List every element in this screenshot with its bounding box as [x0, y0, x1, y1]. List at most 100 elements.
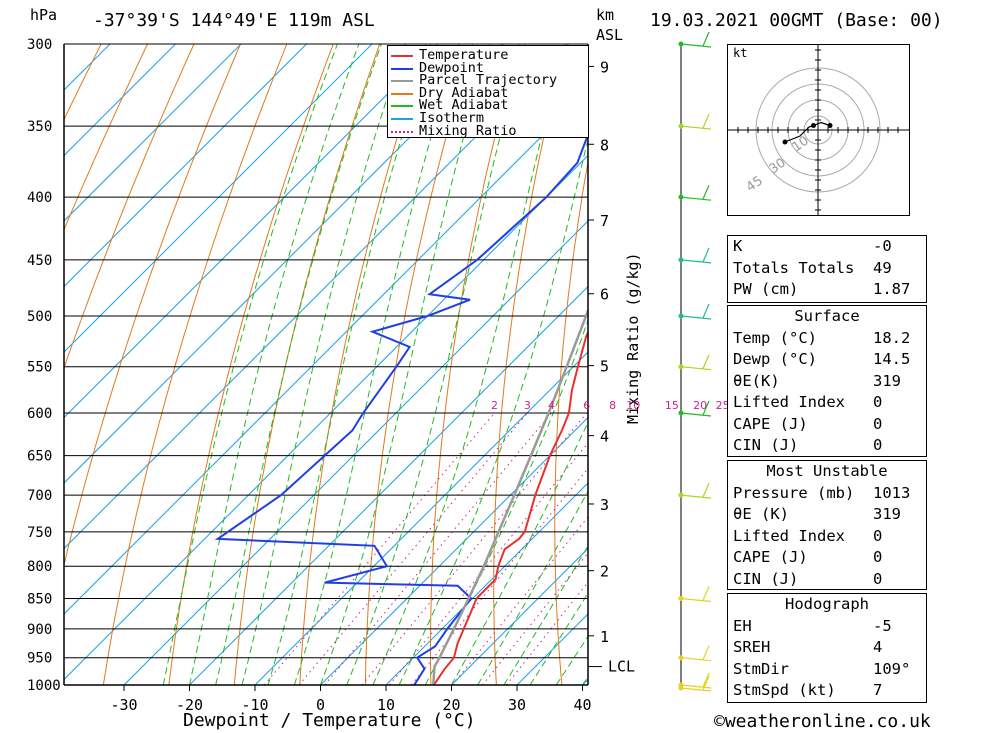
- copyright-footer: ©weatheronline.co.uk: [714, 711, 931, 732]
- temperature-tick-label: 0: [316, 696, 325, 714]
- index-row: SREH 4: [728, 637, 926, 659]
- index-value: 0: [873, 436, 883, 454]
- index-value: 0: [873, 414, 883, 433]
- pressure-tick-label: 700: [27, 488, 52, 504]
- x-axis-label: Dewpoint / Temperature (°C): [183, 710, 476, 731]
- mixing-ratio-label: 4: [548, 399, 555, 412]
- index-label: Dewp (°C): [733, 350, 817, 368]
- index-row: θE (K) 319: [728, 504, 926, 526]
- mixing-ratio-line: [505, 581, 588, 685]
- index-value: 18.2: [873, 328, 911, 347]
- table-title: Most Unstable: [766, 462, 888, 480]
- dry-adiabat-line: [430, 44, 520, 685]
- mixing-ratio-label: 25: [716, 399, 730, 412]
- pressure-units-label: hPa: [30, 6, 58, 24]
- mixing-ratio-axis-label: Mixing Ratio (g/kg): [624, 252, 642, 424]
- mixing-ratio-line: [451, 516, 588, 685]
- isotherm-line: [254, 351, 588, 685]
- index-label: SREH: [733, 638, 771, 656]
- isotherm-line: [64, 44, 504, 484]
- wind-barb: [680, 247, 712, 264]
- height-units-km: km: [596, 6, 615, 24]
- wet-adiabat-line: [162, 44, 338, 685]
- pressure-tick-label: 600: [27, 406, 52, 422]
- hodograph-point: [811, 123, 816, 128]
- wet-adiabat-line: [241, 44, 406, 685]
- location-title: -37°39'S 144°49'E 119m ASL: [93, 10, 375, 31]
- pressure-tick-label: 350: [27, 119, 52, 135]
- index-label: θE(K): [733, 371, 780, 390]
- height-tick-label: 4: [600, 428, 609, 446]
- index-row: CIN (J) 0: [728, 435, 926, 457]
- index-value: 4: [873, 638, 883, 656]
- height-units-asl: ASL: [596, 26, 624, 44]
- surface-table: Surface Temp (°C) 18.2 Dewp (°C) 14.5 θE(K) 31…: [727, 305, 927, 457]
- profile-parcel: [432, 307, 588, 685]
- wind-barb: [680, 354, 712, 371]
- height-tick-label: 2: [600, 563, 609, 581]
- mixing-ratio-line: [324, 412, 552, 685]
- indices-top-table: K -0 Totals Totals 49 PW (cm) 1.87: [727, 235, 927, 303]
- index-row: Pressure (mb) 1013: [728, 483, 926, 505]
- temperature-tick-label: 40: [573, 696, 591, 714]
- index-row: EH -5: [728, 616, 926, 638]
- isotherm-line: [320, 416, 588, 685]
- index-row: CAPE (J) 0: [728, 414, 926, 436]
- hodograph-table: Hodograph EH -5 SREH 4 StmDir 109° StmSpd (kt) 7: [727, 593, 927, 703]
- dry-adiabat-line: [168, 44, 334, 685]
- isotherm-line: [64, 44, 176, 157]
- wind-barb: [680, 400, 712, 417]
- isotherm-line: [385, 482, 588, 685]
- isotherm-line: [64, 44, 307, 288]
- index-row: θE(K) 319: [728, 371, 926, 393]
- mixing-ratio-label: 2: [491, 399, 498, 412]
- pressure-tick-label: 800: [27, 559, 52, 575]
- isotherm-line: [64, 44, 569, 550]
- profile-dewpoint: [214, 131, 588, 685]
- chart-legend: Temperature Dewpoint Parcel Trajectory Dry …: [387, 45, 589, 138]
- mixing-ratio-label: 10: [626, 399, 640, 412]
- hodograph-ring-label: 30: [767, 155, 789, 177]
- height-tick-label: 7: [600, 212, 609, 230]
- temperature-tick-label: 20: [442, 696, 460, 714]
- index-value: 7: [873, 681, 883, 699]
- wind-barb: [680, 645, 712, 662]
- height-tick-label: 9: [600, 58, 609, 76]
- index-row: Totals Totals 49: [728, 258, 926, 280]
- mixing-ratio-line: [361, 412, 588, 685]
- legend-item: Temperature: [388, 47, 588, 63]
- wet-adiabat-line: [293, 44, 460, 685]
- index-label: Pressure (mb): [733, 483, 855, 502]
- index-row: CAPE (J) 0: [728, 547, 926, 569]
- most-unstable-table: Most Unstable Pressure (mb) 1013 θE (K) 319 L…: [727, 460, 927, 590]
- mixing-ratio-label: 15: [665, 399, 679, 412]
- legend-label: Mixing Ratio: [419, 122, 517, 139]
- legend-label: Wet Adiabat: [419, 97, 509, 114]
- dry-adiabat-line: [671, 44, 705, 685]
- index-value: 14.5: [873, 350, 911, 368]
- pressure-tick-label: 500: [27, 309, 52, 325]
- legend-item: Dewpoint: [388, 61, 588, 75]
- index-value: 1.87: [873, 280, 911, 298]
- index-row: StmSpd (kt) 7: [728, 680, 926, 702]
- index-row: StmDir 109°: [728, 659, 926, 681]
- hodograph-ring-label: 45: [744, 173, 766, 195]
- legend-label: Temperature: [419, 47, 509, 63]
- index-label: StmSpd (kt): [733, 681, 836, 699]
- legend-swatch: [391, 80, 413, 83]
- index-row: K -0: [728, 236, 926, 258]
- wet-adiabat-line: [372, 44, 566, 685]
- legend-label: Dry Adiabat: [419, 84, 509, 101]
- wind-barb: [680, 184, 712, 201]
- index-label: Temp (°C): [733, 328, 817, 347]
- wet-adiabat-line: [529, 592, 588, 685]
- index-value: 0: [873, 548, 883, 566]
- isotherm-line: [64, 154, 588, 681]
- legend-swatch: [391, 55, 413, 57]
- isotherm-line: [64, 44, 242, 222]
- temperature-tick-label: 10: [377, 696, 395, 714]
- index-label: EH: [733, 616, 752, 635]
- pressure-tick-label: 900: [27, 622, 52, 638]
